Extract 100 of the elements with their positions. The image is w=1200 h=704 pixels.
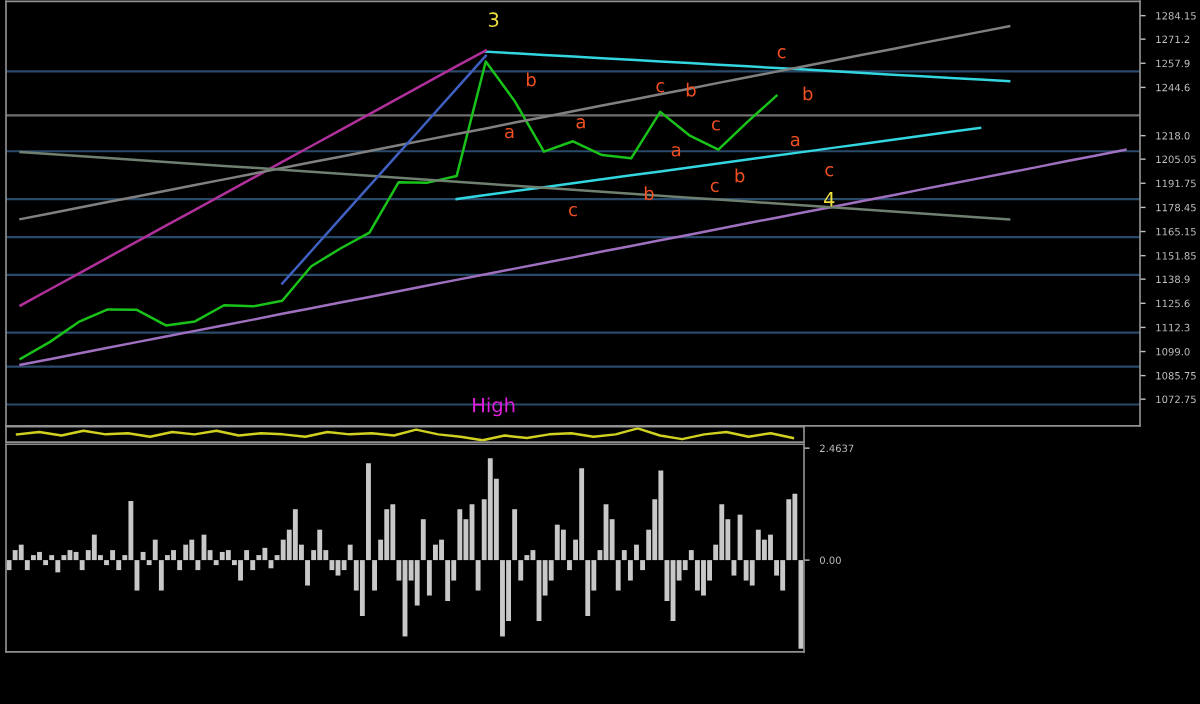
bar — [43, 560, 49, 566]
annotation: b — [526, 72, 536, 87]
annotation: 3 — [488, 12, 499, 27]
bar — [244, 550, 250, 561]
line-series — [19, 150, 1011, 221]
annotation: b — [803, 86, 813, 101]
annotation: c — [825, 166, 834, 177]
bar — [554, 524, 560, 561]
bar — [457, 509, 463, 561]
bar — [743, 560, 749, 581]
bar — [55, 560, 61, 573]
bar — [579, 468, 585, 561]
bar — [171, 550, 176, 561]
bar — [164, 555, 170, 561]
bar — [384, 509, 390, 561]
bar — [128, 501, 134, 561]
bar — [475, 560, 481, 591]
bar — [305, 560, 310, 586]
bar — [329, 560, 335, 571]
bar — [719, 504, 725, 561]
annotation: b — [686, 82, 696, 97]
annotation: c — [656, 82, 665, 93]
bar — [512, 509, 518, 561]
annotation: a — [790, 135, 800, 147]
bar — [189, 539, 195, 561]
annotation: a — [671, 146, 681, 157]
bar — [792, 493, 798, 561]
bar — [30, 555, 36, 561]
bar — [110, 550, 116, 561]
bar — [487, 458, 493, 561]
annotation: 4 — [824, 192, 835, 207]
bar — [146, 560, 152, 566]
bar — [439, 539, 444, 561]
bar — [225, 550, 231, 561]
bar — [530, 550, 536, 561]
bar — [749, 560, 755, 586]
bar — [390, 504, 396, 561]
bar — [615, 560, 621, 591]
bar — [37, 551, 42, 561]
annotation: a — [576, 118, 585, 129]
bar — [634, 544, 639, 561]
bar — [18, 544, 24, 561]
annotation: c — [569, 205, 577, 217]
bar — [768, 534, 773, 561]
bar — [341, 560, 347, 571]
bar — [359, 560, 365, 616]
bar — [688, 550, 694, 561]
bar — [152, 539, 158, 561]
bar — [292, 509, 298, 561]
bar — [420, 519, 426, 561]
line-series — [19, 25, 1011, 221]
annotation: c — [777, 48, 786, 59]
bar — [445, 560, 451, 602]
bar — [518, 560, 524, 581]
annotation: High — [473, 397, 515, 417]
bar — [694, 560, 700, 591]
bar — [560, 529, 566, 561]
line-series — [484, 50, 1011, 83]
bar — [755, 529, 761, 561]
bar — [49, 555, 55, 561]
bar — [366, 463, 371, 561]
bar — [414, 560, 420, 606]
bar — [256, 555, 262, 561]
bar — [658, 470, 664, 561]
bar — [426, 560, 432, 596]
annotation: c — [710, 181, 719, 193]
bar — [250, 560, 256, 571]
bar — [104, 560, 109, 566]
bar — [500, 560, 505, 637]
bar — [317, 529, 323, 561]
bar — [183, 544, 189, 561]
bar — [238, 560, 243, 581]
bar — [786, 499, 792, 561]
annotation: b — [644, 186, 654, 201]
bar — [567, 560, 572, 571]
bar — [524, 555, 530, 561]
line-series — [19, 148, 1127, 367]
annotation: a — [505, 127, 514, 139]
bar — [219, 551, 225, 561]
bar — [24, 560, 30, 571]
bar — [91, 534, 97, 561]
bar — [195, 560, 201, 571]
bar — [780, 560, 786, 591]
bar — [213, 560, 219, 566]
line-series — [280, 54, 488, 285]
bar — [12, 550, 18, 561]
bar — [433, 544, 438, 561]
annotation: b — [735, 168, 745, 183]
bar — [627, 560, 633, 581]
bar — [116, 560, 122, 571]
bar — [585, 560, 591, 616]
bar — [262, 547, 268, 561]
bar — [372, 560, 377, 591]
bar — [61, 555, 67, 561]
bar — [701, 560, 706, 596]
bar — [640, 560, 646, 571]
bar — [621, 550, 627, 561]
bar — [177, 560, 183, 571]
bar — [347, 544, 353, 561]
line-series — [19, 60, 778, 361]
